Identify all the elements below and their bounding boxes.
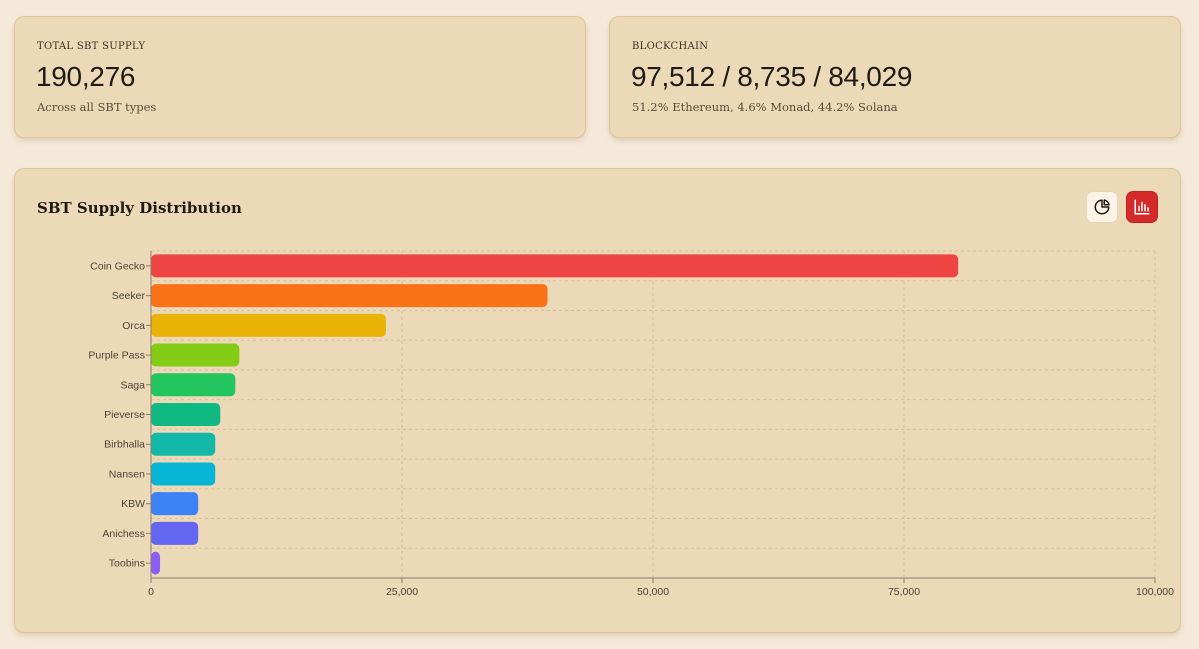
chart-title: SBT Supply Distribution <box>37 199 242 217</box>
bar <box>151 373 236 397</box>
bar <box>151 343 240 367</box>
bar-chart-icon <box>1134 199 1150 215</box>
bar <box>151 521 199 545</box>
bar <box>151 254 959 278</box>
total-supply-card: TOTAL SBT SUPPLY 190,276 Across all SBT … <box>14 16 586 138</box>
x-tick-label: 100,000 <box>1136 586 1174 598</box>
x-tick-label: 0 <box>148 586 154 598</box>
y-tick-label: Toobins <box>109 558 145 570</box>
y-tick-label: Purple Pass <box>88 350 145 362</box>
y-tick-label: Coin Gecko <box>90 260 145 272</box>
y-tick-label: Pieverse <box>104 409 145 421</box>
x-tick-label: 75,000 <box>888 586 920 598</box>
bar <box>151 492 199 516</box>
y-tick-label: KBW <box>121 498 145 510</box>
total-supply-value: 190,276 <box>36 61 136 92</box>
pie-chart-icon <box>1094 199 1110 215</box>
pie-chart-toggle-button[interactable] <box>1086 191 1118 223</box>
y-tick-label: Seeker <box>112 290 146 302</box>
y-tick-label: Nansen <box>109 468 145 480</box>
supply-distribution-card: SBT Supply Distribution Coin Gecko Seeker… <box>14 168 1181 633</box>
bar-chart-toggle-button[interactable] <box>1126 191 1158 223</box>
bar <box>151 462 216 486</box>
y-tick-label: Birbhalla <box>104 439 145 451</box>
blockchain-label: BLOCKCHAIN <box>632 41 709 52</box>
total-supply-label: TOTAL SBT SUPPLY <box>37 41 146 52</box>
bar <box>151 432 216 456</box>
y-tick-label: Saga <box>120 379 145 391</box>
bar <box>151 284 548 308</box>
blockchain-card: BLOCKCHAIN 97,512 / 8,735 / 84,029 51.2%… <box>609 16 1181 138</box>
x-tick-label: 50,000 <box>637 586 669 598</box>
bar <box>151 313 386 337</box>
blockchain-subtext: 51.2% Ethereum, 4.6% Monad, 44.2% Solana <box>632 100 898 114</box>
blockchain-value: 97,512 / 8,735 / 84,029 <box>631 61 913 92</box>
bar-chart: Coin Gecko Seeker Orca Purple Pass Saga Pieve… <box>88 250 1174 598</box>
x-tick-label: 25,000 <box>386 586 418 598</box>
total-supply-subtext: Across all SBT types <box>37 100 157 114</box>
bar <box>151 403 221 426</box>
y-tick-label: Orca <box>122 320 145 332</box>
bar <box>151 551 161 575</box>
y-tick-label: Anichess <box>102 528 145 540</box>
